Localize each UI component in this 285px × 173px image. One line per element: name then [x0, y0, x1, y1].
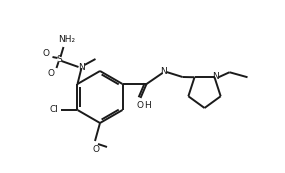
Text: N: N	[160, 67, 167, 76]
Text: H: H	[144, 102, 151, 111]
Text: Cl: Cl	[49, 106, 58, 115]
Text: O: O	[48, 69, 55, 78]
Text: S: S	[57, 56, 62, 65]
Text: N: N	[212, 72, 219, 81]
Text: NH₂: NH₂	[58, 35, 75, 44]
Text: O: O	[136, 102, 143, 111]
Text: O: O	[93, 144, 99, 153]
Text: N: N	[78, 63, 85, 72]
Text: O: O	[43, 48, 50, 57]
